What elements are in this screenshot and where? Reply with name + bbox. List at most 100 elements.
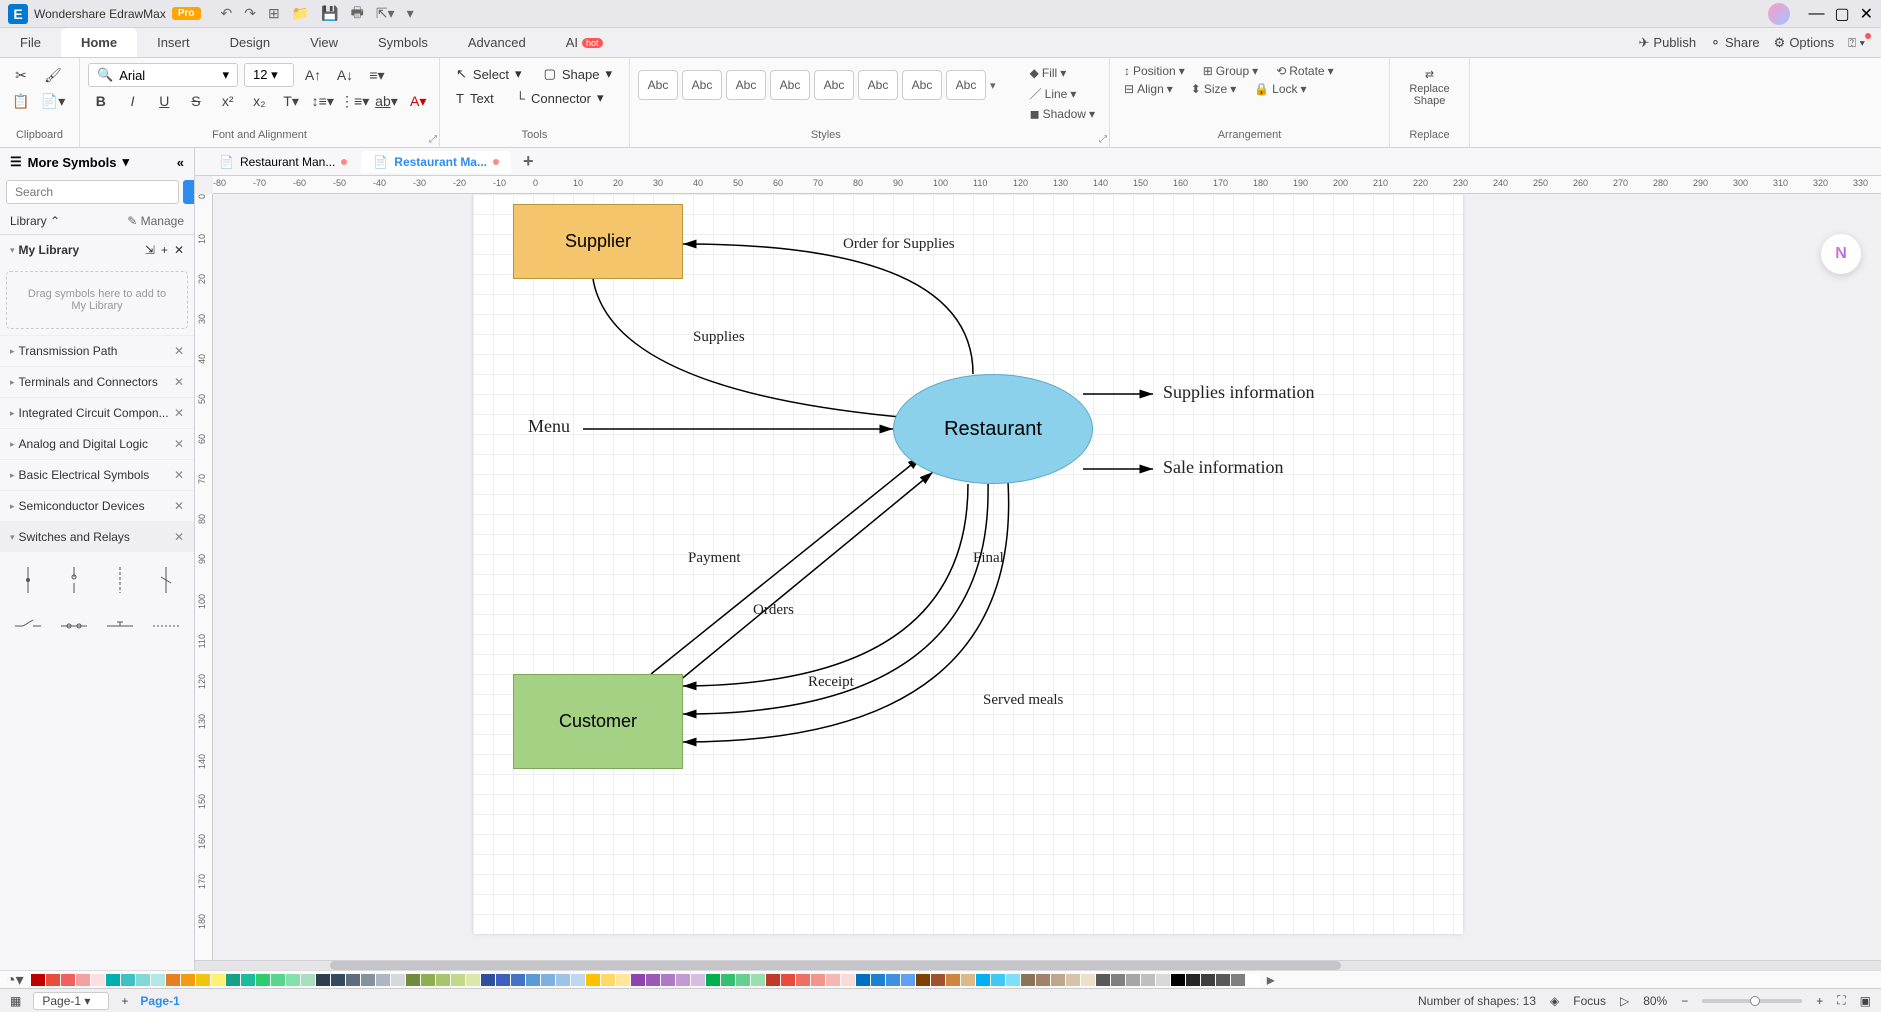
color-swatch[interactable] [796,974,810,986]
paste-button[interactable]: 📄▾ [40,88,66,114]
undo-button[interactable]: ↶ [221,5,233,22]
presentation-button[interactable]: ▷ [1620,994,1629,1008]
color-swatch[interactable] [541,974,555,986]
zoom-slider[interactable] [1702,999,1802,1003]
color-swatch[interactable] [646,974,660,986]
label-payment[interactable]: Payment [688,550,741,567]
color-swatch[interactable] [556,974,570,986]
close-icon[interactable]: ✕ [174,406,184,420]
rotate-button[interactable]: ⟲ Rotate▾ [1270,62,1339,80]
zoom-out-button[interactable]: − [1681,994,1688,1008]
close-icon[interactable]: ✕ [174,344,184,358]
color-swatch[interactable] [271,974,285,986]
page-selector[interactable]: Page-1 ▾ [33,992,109,1010]
color-swatch[interactable] [1201,974,1215,986]
export-button[interactable]: ⇱▾ [376,5,395,22]
color-swatch[interactable] [1171,974,1185,986]
shape-restaurant[interactable]: Restaurant [893,374,1093,484]
add-lib-button[interactable]: + [161,243,168,257]
save-button[interactable]: 💾 [321,5,338,22]
color-swatch[interactable] [931,974,945,986]
shape-tool[interactable]: ▢ Shape ▾ [536,62,620,86]
color-swatch[interactable] [1216,974,1230,986]
italic-button[interactable]: I [120,88,146,114]
bold-button[interactable]: B [88,88,114,114]
category-logic[interactable]: ▸Analog and Digital Logic✕ [0,428,194,459]
color-swatch[interactable] [1066,974,1080,986]
color-swatch[interactable] [151,974,165,986]
symbol-switch-7[interactable] [100,606,140,646]
h-scrollbar[interactable] [195,960,1881,970]
color-swatch[interactable] [571,974,585,986]
style-preset-1[interactable]: Abc [638,70,678,100]
close-icon[interactable]: ✕ [174,468,184,482]
color-swatch[interactable] [166,974,180,986]
font-color-button[interactable]: A▾ [405,88,431,114]
tab-view[interactable]: View [290,28,358,57]
doc-tab-1[interactable]: 📄 Restaurant Man... [207,151,359,173]
superscript-button[interactable]: x² [215,88,241,114]
color-swatch[interactable] [886,974,900,986]
label-orders[interactable]: Orders [753,602,794,619]
color-swatch[interactable] [91,974,105,986]
color-swatch[interactable] [346,974,360,986]
sidebar-title-chev[interactable]: ▾ [123,154,130,170]
color-swatch[interactable] [61,974,75,986]
style-preset-7[interactable]: Abc [902,70,942,100]
style-preset-5[interactable]: Abc [814,70,854,100]
color-swatch[interactable] [706,974,720,986]
doc-tab-2[interactable]: 📄 Restaurant Ma... [361,151,511,173]
color-swatch[interactable] [1126,974,1140,986]
close-button[interactable]: ✕ [1860,4,1873,24]
color-swatch[interactable] [121,974,135,986]
style-preset-3[interactable]: Abc [726,70,766,100]
decrease-font-button[interactable]: A↓ [332,62,358,88]
symbol-switch-6[interactable] [54,606,94,646]
tab-design[interactable]: Design [210,28,290,57]
label-served-meals[interactable]: Served meals [983,692,1063,709]
color-swatch[interactable] [406,974,420,986]
color-swatch[interactable] [946,974,960,986]
category-switches[interactable]: ▾Switches and Relays✕ [0,521,194,552]
color-swatch[interactable] [961,974,975,986]
color-swatch[interactable] [1036,974,1050,986]
style-preset-8[interactable]: Abc [946,70,986,100]
color-swatch[interactable] [241,974,255,986]
close-lib-button[interactable]: ✕ [174,243,184,257]
color-swatch[interactable] [511,974,525,986]
color-swatch[interactable] [676,974,690,986]
tab-insert[interactable]: Insert [137,28,210,57]
tab-home[interactable]: Home [61,28,137,57]
print-button[interactable]: 🖶 [351,2,364,26]
tab-file[interactable]: File [0,28,61,57]
color-swatch[interactable] [481,974,495,986]
replace-shape-button[interactable]: ⇄ Replace Shape [1409,68,1449,107]
align-menu[interactable]: ≡▾ [364,62,390,88]
maximize-button[interactable]: ▢ [1834,4,1849,24]
category-ic[interactable]: ▸Integrated Circuit Compon...✕ [0,397,194,428]
color-swatch[interactable] [226,974,240,986]
import-lib-button[interactable]: ⇲ [145,243,155,257]
format-painter-button[interactable]: 🖌 [40,62,66,88]
label-menu[interactable]: Menu [528,416,570,437]
label-sale-info[interactable]: Sale information [1163,457,1283,478]
tab-symbols[interactable]: Symbols [358,28,448,57]
align-button2[interactable]: ⊟ Align▾ [1118,80,1179,98]
symbol-switch-4[interactable] [146,560,186,600]
color-swatch[interactable] [1246,974,1260,986]
share-button[interactable]: ⚬ Share [1710,35,1760,51]
symbol-switch-1[interactable] [8,560,48,600]
text-tool[interactable]: T Text [448,87,502,110]
outline-view-button[interactable]: ▦ [10,994,21,1008]
shape-customer[interactable]: Customer [513,674,683,769]
color-swatch[interactable] [691,974,705,986]
style-preset-2[interactable]: Abc [682,70,722,100]
color-swatch[interactable] [1051,974,1065,986]
color-swatch[interactable] [661,974,675,986]
tab-ai[interactable]: AI hot [546,28,623,57]
layers-button[interactable]: ◈ [1550,994,1559,1008]
fullscreen-button[interactable]: ▣ [1860,994,1871,1008]
help-button[interactable]: ⍰ ▾ [1848,35,1865,51]
symbol-switch-5[interactable] [8,606,48,646]
style-preset-4[interactable]: Abc [770,70,810,100]
